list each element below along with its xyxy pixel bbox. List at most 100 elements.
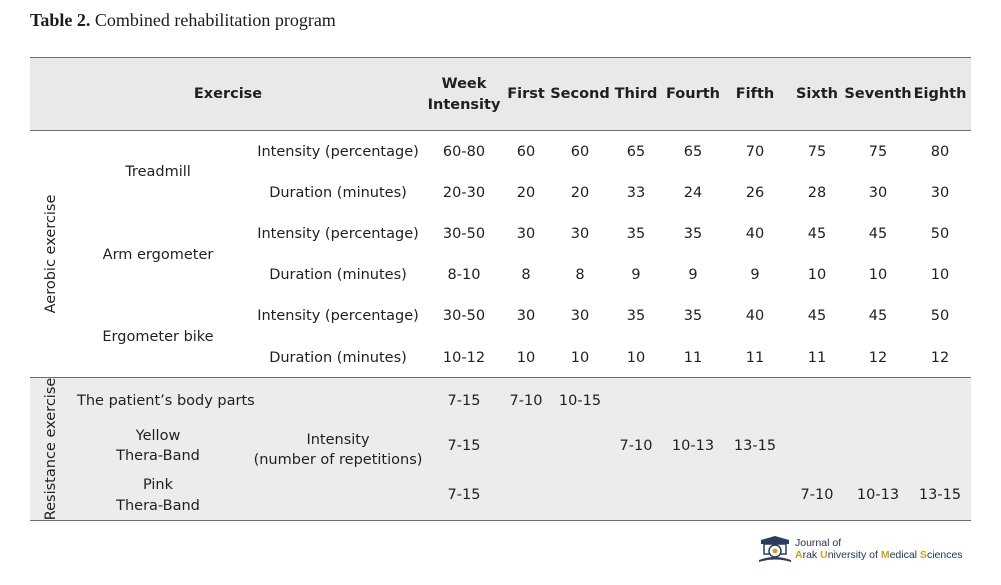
- resistance-intensity-label: Intensity: [306, 432, 370, 448]
- category-aerobic: Aerobic exercise: [43, 194, 59, 314]
- table-cell: 50: [930, 308, 950, 324]
- header-week-7: Seventh: [844, 86, 912, 102]
- row-intensity-range: 30-50: [442, 308, 486, 324]
- table-cell: 9: [750, 267, 760, 283]
- table-cell: 60: [516, 144, 536, 160]
- row-intensity-range: 8-10: [447, 267, 481, 283]
- table-cell: 10: [516, 350, 536, 366]
- table-header-band: [30, 58, 971, 130]
- table-cell: 13-15: [733, 438, 777, 454]
- journal-name: Journal of Arak University of Medical Sc…: [795, 537, 963, 561]
- table-cell: 35: [626, 226, 646, 242]
- table-bottom-rule: [30, 520, 971, 521]
- header-week-1: First: [507, 86, 545, 102]
- table-cell: 65: [683, 144, 703, 160]
- table-cell: 7-10: [800, 487, 834, 503]
- table-cell: 70: [745, 144, 765, 160]
- caption-title: Combined rehabilitation program: [94, 10, 336, 30]
- table-cell: 40: [745, 308, 765, 324]
- header-week-6: Sixth: [795, 86, 839, 102]
- row-intensity-range: 10-12: [442, 350, 486, 366]
- table-cell: 9: [631, 267, 641, 283]
- table-cell: 20: [516, 185, 536, 201]
- table-top-rule: [30, 57, 971, 58]
- row-metric-label: Intensity (percentage): [257, 308, 419, 324]
- header-exercise: Exercise: [193, 86, 263, 102]
- header-week-2: Second: [550, 86, 610, 102]
- journal-seal-icon: [759, 536, 791, 562]
- resistance-name-line2: Thera-Band: [116, 498, 200, 514]
- journal-logo: Journal of Arak University of Medical Sc…: [757, 534, 977, 564]
- table-cell: 45: [868, 308, 888, 324]
- header-week: Week: [441, 76, 487, 92]
- row-metric-label: Duration (minutes): [269, 350, 407, 366]
- table-cell: 9: [688, 267, 698, 283]
- row-intensity-range: 30-50: [442, 226, 486, 242]
- table-cell: 10-13: [856, 487, 900, 503]
- table-cell: 24: [683, 185, 703, 201]
- header-week-8: Eighth: [913, 86, 967, 102]
- resistance-name: The patient’s body parts: [77, 393, 255, 409]
- resistance-name-line2: Thera-Band: [116, 448, 200, 464]
- table-cell: 75: [807, 144, 827, 160]
- table-cell: 45: [807, 308, 827, 324]
- table-cell: 12: [930, 350, 950, 366]
- table-cell: 35: [683, 226, 703, 242]
- table-cell: 10: [930, 267, 950, 283]
- table-cell: 45: [807, 226, 827, 242]
- row-metric-label: Intensity (percentage): [257, 144, 419, 160]
- header-week-4: Fourth: [665, 86, 721, 102]
- table-cell: 8: [521, 267, 531, 283]
- row-metric-label: Intensity (percentage): [257, 226, 419, 242]
- table-cell: 80: [930, 144, 950, 160]
- table-cell: 30: [930, 185, 950, 201]
- table-cell: 33: [626, 185, 646, 201]
- table-cell: 11: [683, 350, 703, 366]
- table-cell: 30: [516, 308, 536, 324]
- header-week-3: Third: [614, 86, 658, 102]
- table-cell: 65: [626, 144, 646, 160]
- header-intensity: Intensity: [427, 97, 501, 113]
- header-week-5: Fifth: [735, 86, 775, 102]
- row-metric-label: Duration (minutes): [269, 185, 407, 201]
- exercise-name: Treadmill: [125, 164, 191, 180]
- table-cell: 30: [868, 185, 888, 201]
- table-cell: 75: [868, 144, 888, 160]
- row-metric-label: Duration (minutes): [269, 267, 407, 283]
- table-cell: 10: [807, 267, 827, 283]
- row-intensity-range: 7-15: [447, 438, 481, 454]
- table-cell: 11: [745, 350, 765, 366]
- row-intensity-range: 20-30: [442, 185, 486, 201]
- table-cell: 60: [570, 144, 590, 160]
- resistance-band: [30, 378, 971, 520]
- table-cell: 50: [930, 226, 950, 242]
- table-cell: 7-10: [619, 438, 653, 454]
- table-cell: 11: [807, 350, 827, 366]
- category-resistance: Resistance exercise: [43, 377, 59, 521]
- table-cell: 10-15: [558, 393, 602, 409]
- table-cell: 26: [745, 185, 765, 201]
- table-cell: 13-15: [918, 487, 962, 503]
- table-cell: 10: [868, 267, 888, 283]
- section-divider-rule: [30, 377, 971, 378]
- exercise-name: Ergometer bike: [102, 329, 214, 345]
- table-cell: 28: [807, 185, 827, 201]
- row-intensity-range: 7-15: [447, 393, 481, 409]
- table-cell: 12: [868, 350, 888, 366]
- exercise-name: Arm ergometer: [102, 247, 214, 263]
- caption-label: Table 2.: [30, 10, 91, 30]
- table-cell: 30: [570, 226, 590, 242]
- table-cell: 7-10: [509, 393, 543, 409]
- table-cell: 40: [745, 226, 765, 242]
- table-cell: 20: [570, 185, 590, 201]
- header-bottom-rule: [30, 130, 971, 131]
- table-cell: 10: [626, 350, 646, 366]
- table-cell: 45: [868, 226, 888, 242]
- resistance-name: Yellow: [135, 428, 181, 444]
- table-cell: 35: [683, 308, 703, 324]
- table-caption: Table 2. Combined rehabilitation program: [30, 10, 336, 31]
- row-intensity-range: 7-15: [447, 487, 481, 503]
- table-cell: 10-13: [671, 438, 715, 454]
- row-intensity-range: 60-80: [442, 144, 486, 160]
- table-cell: 30: [516, 226, 536, 242]
